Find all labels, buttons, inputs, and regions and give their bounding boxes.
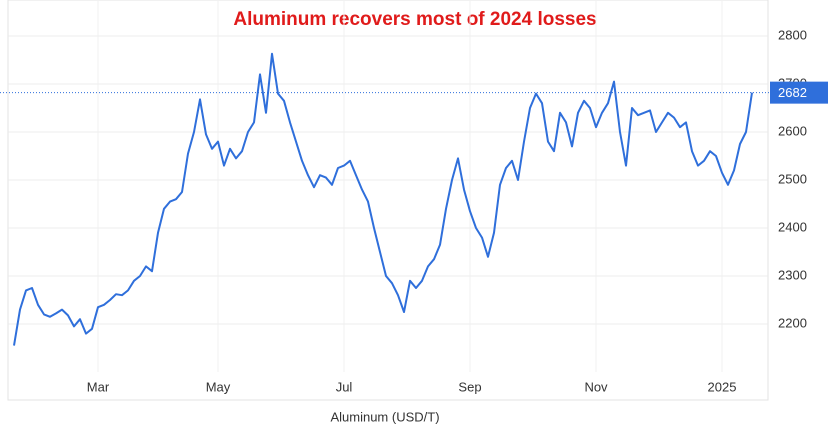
plot-frame xyxy=(7,0,769,401)
price-line xyxy=(13,52,753,346)
y-tick-label: 2200 xyxy=(778,315,807,330)
y-tick-label: 2300 xyxy=(778,267,807,282)
y-tick-label: 2800 xyxy=(778,27,807,42)
y-tick-label: 2600 xyxy=(778,123,807,138)
x-tick-label: Nov xyxy=(584,379,608,394)
x-tick-label: 2025 xyxy=(708,379,737,394)
x-axis-label: Aluminum (USD/T) xyxy=(330,409,439,424)
last-value-label: 2682 xyxy=(778,85,807,100)
y-tick-label: 2500 xyxy=(778,171,807,186)
y-tick-label: 2400 xyxy=(778,219,807,234)
last-value-box xyxy=(770,81,828,104)
x-tick-label: May xyxy=(206,379,231,394)
chart-title: Aluminum recovers most of 2024 losses xyxy=(233,9,596,30)
x-tick-label: Sep xyxy=(458,379,481,394)
x-tick-label: Mar xyxy=(87,379,110,394)
x-tick-label: Jul xyxy=(336,379,353,394)
